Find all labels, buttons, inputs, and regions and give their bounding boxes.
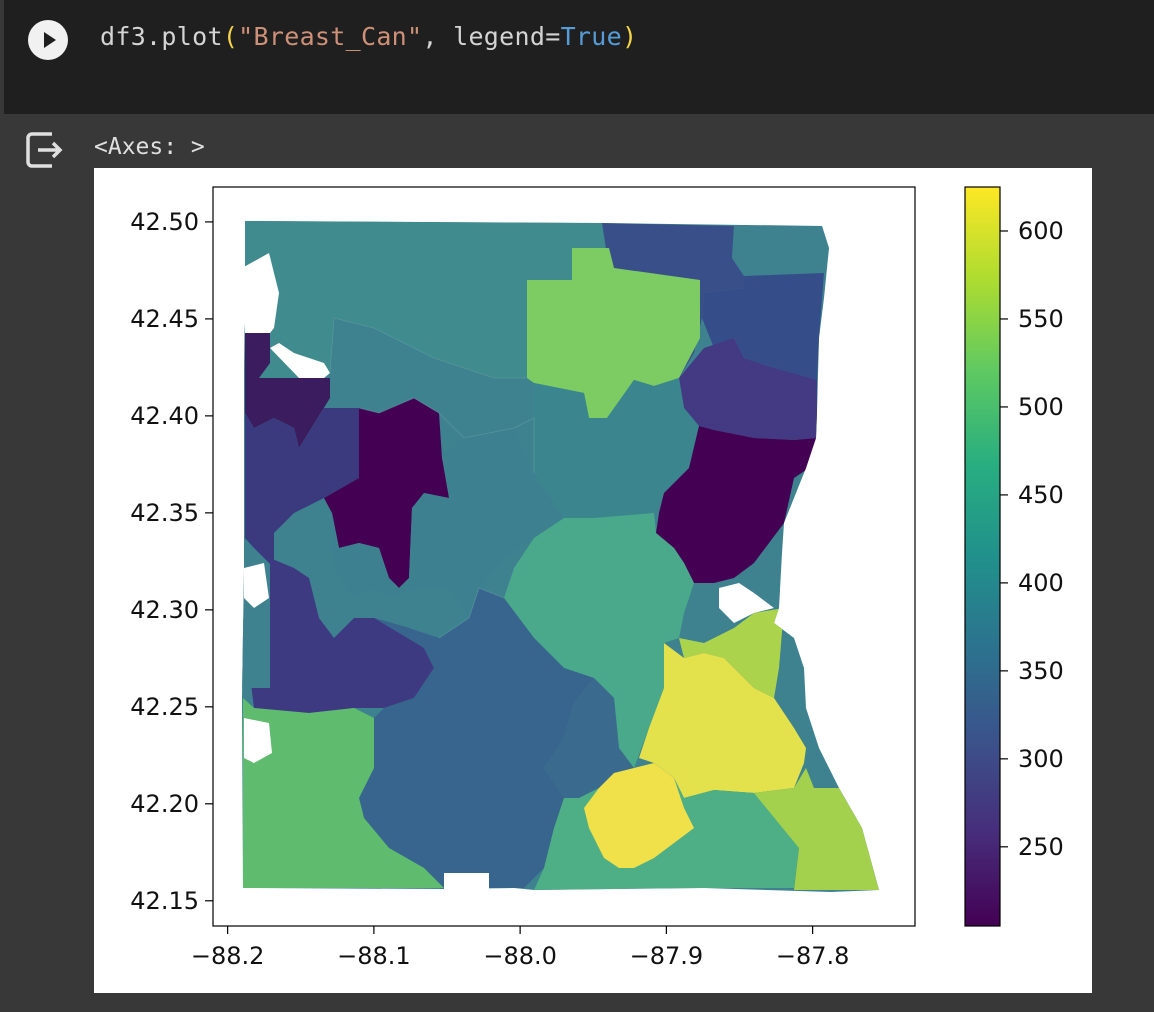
colorbar-ticks: 600 550 500 450 400 350 300 250 bbox=[1000, 217, 1064, 861]
region-west-sliver bbox=[242, 618, 270, 688]
x-tick-label: −88.0 bbox=[483, 942, 557, 970]
region-east-band bbox=[679, 338, 817, 440]
region-lime-north bbox=[527, 248, 700, 418]
region-nw-dark bbox=[245, 333, 330, 448]
colorbar bbox=[964, 186, 1001, 927]
y-tick-label: 42.45 bbox=[130, 305, 199, 333]
region-borders bbox=[329, 317, 535, 639]
map-gaps bbox=[242, 253, 774, 890]
x-tick-label: −88.1 bbox=[337, 942, 411, 970]
plot-figure: 42.50 42.45 42.40 42.35 42.30 42.25 42.20 42.15… bbox=[94, 168, 1092, 993]
region-south-blue bbox=[359, 588, 594, 888]
code-close-paren: ) bbox=[621, 22, 638, 51]
region-ne-teal bbox=[732, 226, 829, 280]
colorbar-tick-label: 500 bbox=[1018, 393, 1064, 421]
code-keyword: True bbox=[560, 22, 622, 51]
region-sw-purple bbox=[249, 558, 434, 713]
region-center-green bbox=[504, 513, 694, 768]
run-cell-button[interactable] bbox=[28, 20, 68, 60]
y-tick-label: 42.35 bbox=[130, 499, 199, 527]
code-method: df3.plot bbox=[100, 22, 223, 51]
region-east-dark bbox=[656, 426, 817, 583]
code-cell[interactable]: df3.plot("Breast_Can", legend=True) bbox=[4, 0, 1154, 114]
x-tick-label: −88.2 bbox=[191, 942, 265, 970]
region-sw-green bbox=[243, 698, 444, 888]
code-open-paren: ( bbox=[222, 22, 239, 51]
region-east-yellowgreen bbox=[679, 608, 784, 698]
y-tick-label: 42.20 bbox=[130, 790, 199, 818]
region-center bbox=[332, 428, 564, 618]
region-north bbox=[245, 221, 609, 378]
code-kwarg: , legend= bbox=[422, 22, 561, 51]
region-east-purple bbox=[702, 273, 824, 380]
code-line[interactable]: df3.plot("Breast_Can", legend=True) bbox=[100, 22, 637, 51]
y-tick-label: 42.40 bbox=[130, 402, 199, 430]
region-east-yellow bbox=[639, 643, 806, 798]
colorbar-tick-label: 250 bbox=[1018, 833, 1064, 861]
output-text: <Axes: > bbox=[94, 134, 205, 160]
map-plot-svg: 42.50 42.45 42.40 42.35 42.30 42.25 42.20 42.15… bbox=[130, 186, 1064, 970]
region-west-purple bbox=[245, 408, 359, 568]
x-tick-label: −87.9 bbox=[630, 942, 704, 970]
y-tick-label: 42.25 bbox=[130, 693, 199, 721]
x-tick-label: −87.8 bbox=[776, 942, 850, 970]
colorbar-tick-label: 550 bbox=[1018, 305, 1064, 333]
choropleth-regions bbox=[242, 221, 879, 892]
region-south-yellow bbox=[584, 763, 694, 868]
output-redirect-icon[interactable] bbox=[22, 128, 66, 172]
region-center-east bbox=[534, 378, 699, 518]
y-tick-label: 42.50 bbox=[130, 208, 199, 236]
colorbar-tick-label: 450 bbox=[1018, 481, 1064, 509]
play-icon bbox=[44, 32, 56, 48]
colorbar-tick-label: 400 bbox=[1018, 569, 1064, 597]
y-ticks: 42.50 42.45 42.40 42.35 42.30 42.25 42.20 42.15 bbox=[130, 208, 213, 915]
region-se-yellowgreen bbox=[754, 768, 879, 890]
colorbar-tick-label: 600 bbox=[1018, 217, 1064, 245]
region-south-blue-2 bbox=[544, 678, 634, 798]
y-tick-label: 42.15 bbox=[130, 887, 199, 915]
y-tick-label: 42.30 bbox=[130, 596, 199, 624]
colorbar-tick-label: 300 bbox=[1018, 745, 1064, 773]
code-string-arg: "Breast_Can" bbox=[238, 22, 423, 51]
x-ticks: −88.2 −88.1 −88.0 −87.9 −87.8 bbox=[191, 926, 850, 970]
axes-frame bbox=[212, 186, 916, 927]
region-center-dark bbox=[324, 398, 449, 588]
colorbar-tick-label: 350 bbox=[1018, 657, 1064, 685]
